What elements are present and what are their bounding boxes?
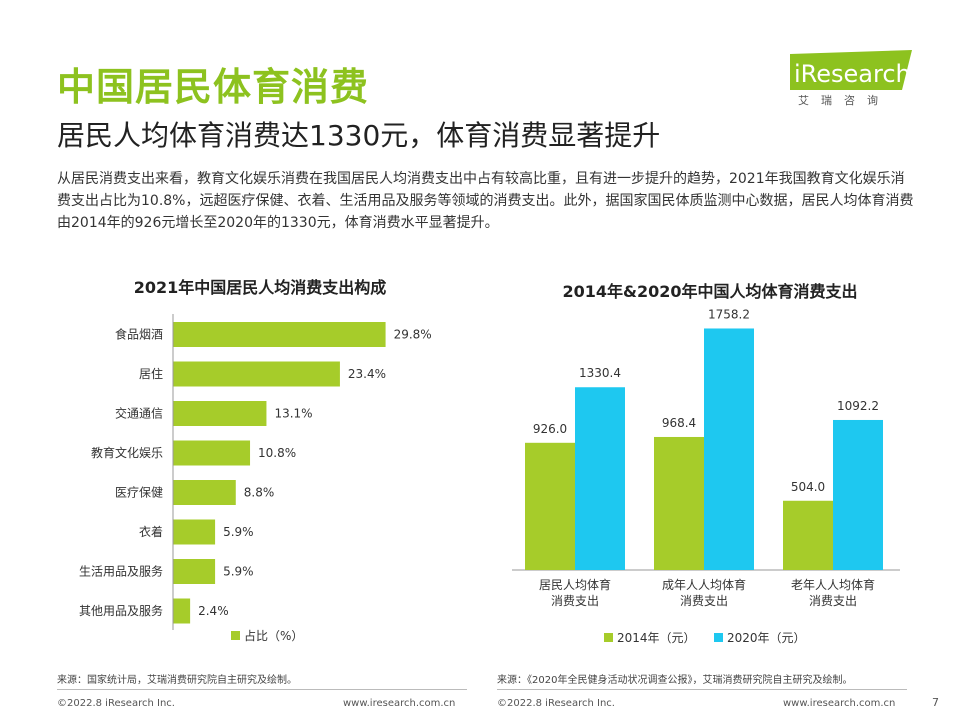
bar [173,401,267,426]
bar-value-label: 5.9% [223,565,254,579]
category-label: 消费支出 [809,594,857,608]
bar [173,361,340,387]
category-label: 居民人均体育 [539,577,611,592]
category-label: 消费支出 [680,594,728,608]
bar-value-label: 13.1% [274,407,312,421]
footer-divider-left [57,689,467,690]
bar [173,519,216,545]
right-chart-source: 来源：《2020年全民健身活动状况调查公报》，艾瑞消费研究院自主研究及绘制。 [497,675,853,686]
footer-url-left[interactable]: www.iresearch.com.cn [343,698,456,709]
footer-divider-right [497,689,907,690]
category-label: 成年人人均体育 [662,577,746,592]
logo-chinese-name: 艾瑞咨询 [798,94,890,107]
intro-paragraph: 从居民消费支出来看，教育文化娱乐消费在我国居民人均消费支出中占有较高比重，且有进… [57,171,914,231]
bar [833,419,883,570]
logo-badge [790,50,912,90]
bar [575,387,625,570]
bar-value-label: 29.8% [394,328,432,342]
page-number: 7 [932,696,939,709]
iresearch-logo: iResearch 艾瑞咨询 [790,50,912,110]
legend-swatch [714,633,723,642]
legend-label: 2020年（元） [727,631,806,645]
consumption-structure-chart: 食品烟酒 29.8% 居住 23.4% 交通通信 13.1% 教育文化娱乐 10.8% 医疗保健… [79,314,432,643]
bar [173,559,216,584]
bar-value-label: 1758.2 [708,307,750,321]
category-label: 交通通信 [115,406,163,421]
category-label: 居住 [139,367,163,381]
bar [173,440,251,466]
logo-wordmark: iResearch [794,60,911,88]
bar [525,442,575,570]
right-chart-title: 2014年&2020年中国人均体育消费支出 [562,282,858,301]
category-label: 医疗保健 [115,486,163,500]
category-label: 衣着 [139,524,163,539]
category-label: 老年人人均体育 [791,577,875,592]
bar [783,500,833,570]
page-subtitle: 居民人均体育消费达1330元，体育消费显著提升 [57,119,661,152]
bar-value-label: 23.4% [348,367,386,381]
legend-label: 占比（%） [244,628,303,643]
bar-value-label: 2.4% [198,604,229,618]
page-title: 中国居民体育消费 [57,65,370,109]
bar-value-label: 926.0 [533,422,567,436]
left-chart-title: 2021年中国居民人均消费支出构成 [133,278,387,297]
footer-copyright-right: ©2022.8 iResearch Inc. [497,698,615,709]
bar-value-label: 10.8% [258,446,296,460]
category-label: 消费支出 [551,594,599,608]
left-chart-source: 来源：国家统计局，艾瑞消费研究院自主研究及绘制。 [57,675,297,686]
legend-label: 2014年（元） [617,631,696,645]
bar [173,322,386,347]
footer-copyright-left: ©2022.8 iResearch Inc. [57,698,175,709]
bar-value-label: 1330.4 [579,366,621,380]
bar [654,436,704,570]
legend-swatch [604,633,613,642]
bar [173,480,236,505]
bar-value-label: 1092.2 [837,399,879,413]
bar-value-label: 504.0 [791,480,825,494]
bar [704,328,754,570]
sports-spending-chart: 926.01330.4居民人均体育消费支出968.41758.2成年人人均体育消… [512,307,900,645]
bar-value-label: 8.8% [244,486,274,500]
category-label: 食品烟酒 [115,327,163,342]
category-label: 教育文化娱乐 [91,445,163,460]
footer-url-right[interactable]: www.iresearch.com.cn [783,698,896,709]
category-label: 其他用品及服务 [79,603,163,618]
bar-value-label: 5.9% [223,525,254,539]
bar-value-label: 968.4 [662,416,696,430]
category-label: 生活用品及服务 [79,564,163,579]
legend-swatch [231,631,240,640]
bar [173,598,191,624]
